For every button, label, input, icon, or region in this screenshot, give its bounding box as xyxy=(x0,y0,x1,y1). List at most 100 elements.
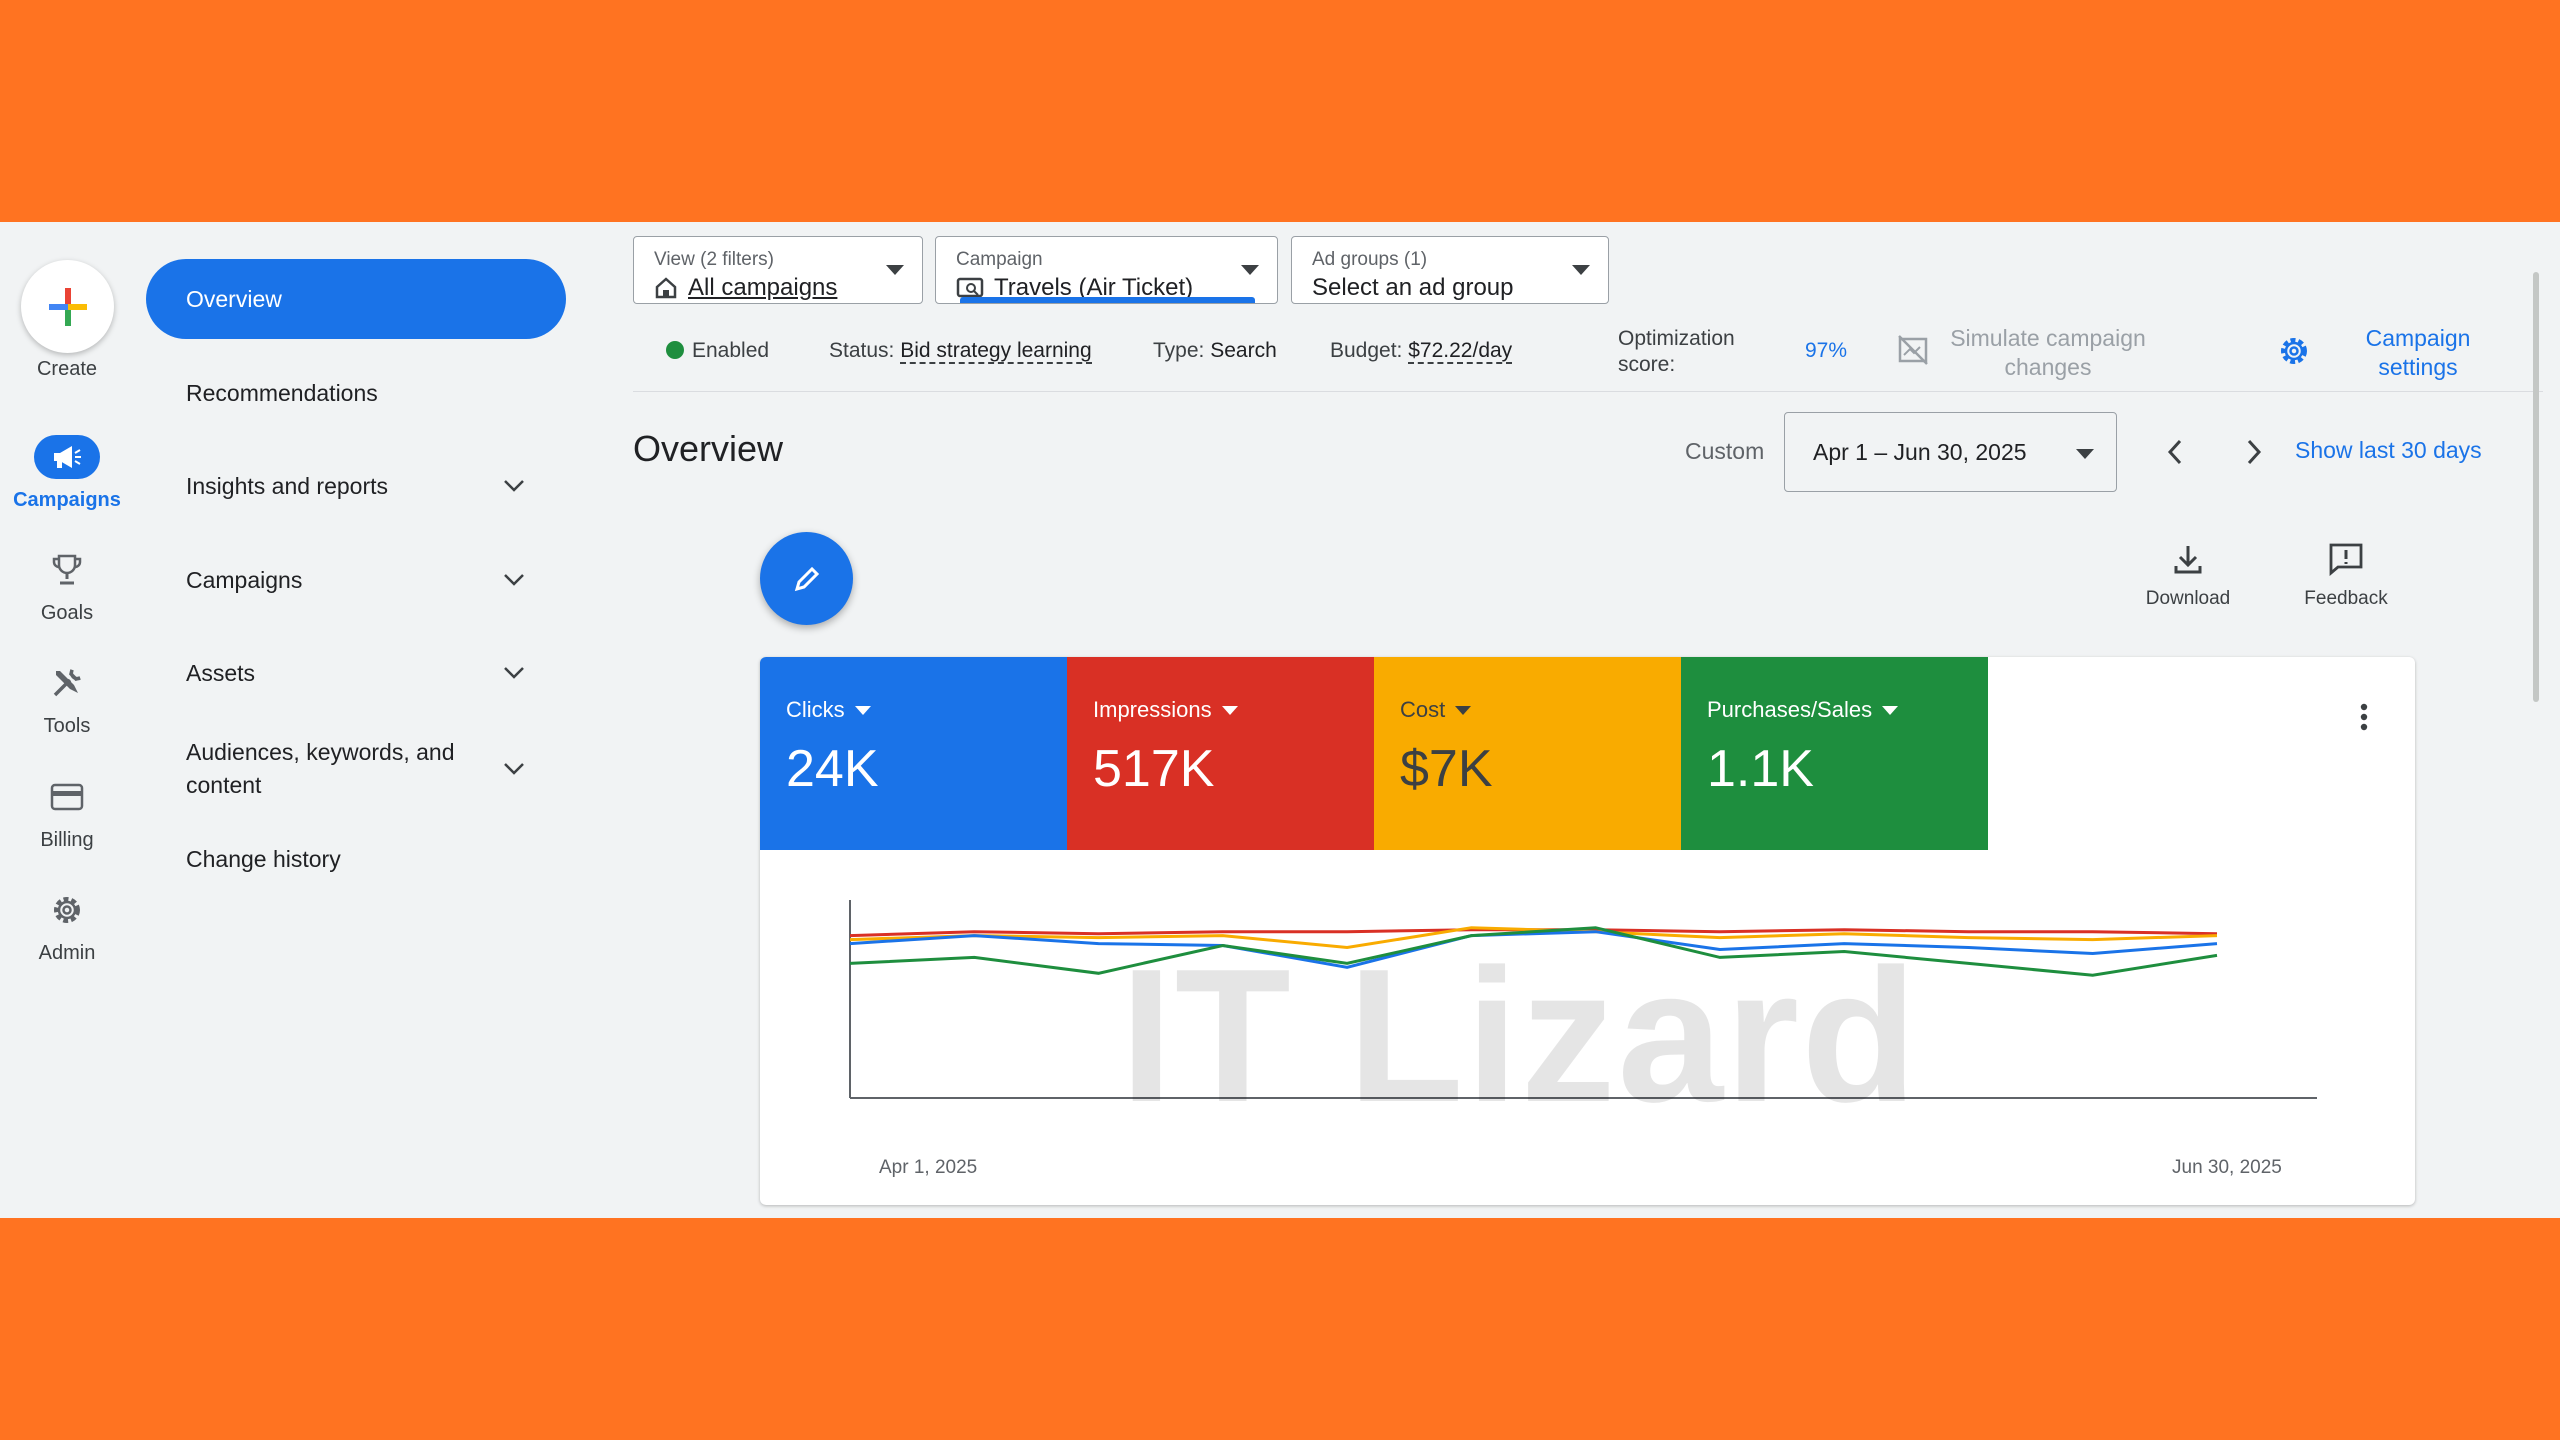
optimization-score-label: Optimization score: xyxy=(1618,327,1735,376)
campaign-active-indicator xyxy=(960,297,1255,303)
x-tick-label: Apr 1, 2025 xyxy=(879,1157,978,1178)
nav-item-label: Change history xyxy=(186,845,341,872)
metric-cost[interactable]: Cost $7K xyxy=(1374,657,1681,850)
optimization-score-value[interactable]: 97% xyxy=(1805,339,1848,362)
side-navigation: Overview Recommendations Insights and re… xyxy=(146,222,566,1218)
main-content: View (2 filters) All campaigns Campaign … xyxy=(633,222,2543,1218)
rail-item-label: Tools xyxy=(43,715,91,737)
series-line-2 xyxy=(849,930,2218,969)
campaign-value: Travels (Air Ticket) xyxy=(994,274,1194,301)
caret-down-icon xyxy=(1882,705,1899,715)
nav-item-campaigns[interactable]: Campaigns xyxy=(146,540,566,620)
simulate-disabled-icon xyxy=(1896,333,1930,373)
plus-icon xyxy=(48,287,87,326)
nav-item-label: Recommendations xyxy=(186,379,378,406)
ad-groups-caption: Ad groups (1) xyxy=(1312,249,1428,270)
rail-item-admin[interactable]: Admin xyxy=(0,888,134,988)
rail-item-label: Billing xyxy=(40,829,94,851)
enabled-status: Enabled xyxy=(666,339,769,363)
page-title: Overview xyxy=(633,428,784,469)
create-label: Create xyxy=(36,358,98,380)
download-button[interactable]: Download xyxy=(2128,542,2248,610)
scrollbar[interactable] xyxy=(2533,272,2539,702)
caret-down-icon xyxy=(886,265,904,275)
chevron-down-icon xyxy=(504,480,524,492)
caret-down-icon xyxy=(854,705,871,715)
chevron-down-icon xyxy=(504,763,524,775)
nav-item-overview[interactable]: Overview xyxy=(146,259,566,339)
status-info: Status: Bid strategy learning xyxy=(829,339,1092,364)
tools-icon xyxy=(53,669,81,697)
rail-item-label: Goals xyxy=(40,602,94,624)
budget-info: Budget: $72.22/day xyxy=(1330,339,1513,364)
line-chart xyxy=(849,900,2317,1099)
simulate-campaign-changes-button[interactable]: Simulate campaign changes xyxy=(1950,325,2146,380)
view-filter-select[interactable]: View (2 filters) All campaigns xyxy=(633,236,923,304)
nav-item-label: Campaigns xyxy=(186,566,303,593)
search-campaign-icon xyxy=(956,277,984,298)
date-custom-label: Custom xyxy=(1685,438,1765,464)
caret-down-icon xyxy=(1455,705,1472,715)
metric-value: 24K xyxy=(786,740,879,798)
rail-item-campaigns[interactable]: Campaigns xyxy=(0,435,134,535)
rail-item-billing[interactable]: Billing xyxy=(0,775,134,875)
campaign-settings-gear-icon[interactable] xyxy=(2278,335,2310,373)
trophy-icon xyxy=(52,554,82,585)
nav-item-recommendations[interactable]: Recommendations xyxy=(146,353,566,433)
app-window: Create Campaigns Goals xyxy=(0,222,2560,1218)
left-rail: Create Campaigns Goals xyxy=(0,222,134,1218)
view-filter-value: All campaigns xyxy=(688,274,838,301)
show-last-30-days-link[interactable]: Show last 30 days xyxy=(2295,437,2482,463)
create-button[interactable] xyxy=(21,260,114,353)
download-icon xyxy=(2174,546,2202,574)
metric-value: 1.1K xyxy=(1707,740,1814,798)
budget-value[interactable]: $72.22/day xyxy=(1408,339,1513,364)
feedback-button[interactable]: Feedback xyxy=(2286,542,2406,610)
edit-chart-button[interactable] xyxy=(760,532,853,625)
nav-item-audiences-keywords-content[interactable]: Audiences, keywords, and content xyxy=(146,726,566,812)
chevron-left-icon xyxy=(2167,439,2182,465)
nav-item-assets[interactable]: Assets xyxy=(146,633,566,713)
more-options-icon[interactable] xyxy=(2359,702,2369,737)
ad-groups-value: Select an ad group xyxy=(1312,274,1514,301)
nav-item-insights-and-reports[interactable]: Insights and reports xyxy=(146,446,566,526)
rail-item-label: Campaigns xyxy=(13,489,121,511)
metric-clicks[interactable]: Clicks 24K xyxy=(760,657,1067,850)
status-label: Status: xyxy=(829,339,895,362)
series-line-3 xyxy=(849,926,2218,977)
date-range-picker[interactable]: Apr 1 – Jun 30, 2025 xyxy=(1784,412,2117,492)
date-range-value: Apr 1 – Jun 30, 2025 xyxy=(1813,438,2027,465)
next-period-button[interactable] xyxy=(2234,432,2274,472)
megaphone-icon xyxy=(54,446,81,468)
metric-label: Cost xyxy=(1400,697,1446,722)
campaign-select[interactable]: Campaign Travels (Air Ticket) xyxy=(935,236,1278,304)
rail-item-tools[interactable]: Tools xyxy=(0,661,134,761)
status-value[interactable]: Bid strategy learning xyxy=(900,339,1092,364)
campaign-status-bar: Enabled Status: Bid strategy learning Ty… xyxy=(633,322,2543,392)
feedback-icon xyxy=(2329,543,2363,577)
budget-label: Budget: xyxy=(1330,339,1403,362)
metric-label: Purchases/Sales xyxy=(1707,697,1873,722)
rail-item-goals[interactable]: Goals xyxy=(0,548,134,648)
type-info: Type: Search xyxy=(1153,339,1277,363)
nav-item-label: Audiences, keywords, and content xyxy=(186,739,455,798)
caret-down-icon xyxy=(1221,705,1238,715)
ad-groups-select[interactable]: Ad groups (1) Select an ad group xyxy=(1291,236,1609,304)
metric-label: Clicks xyxy=(786,697,845,722)
pencil-icon xyxy=(794,566,819,591)
caret-down-icon xyxy=(1241,265,1259,275)
previous-period-button[interactable] xyxy=(2155,432,2195,472)
caret-down-icon xyxy=(2076,449,2094,459)
metric-impressions[interactable]: Impressions 517K xyxy=(1067,657,1374,850)
nav-item-change-history[interactable]: Change history xyxy=(146,819,566,899)
rail-item-label: Admin xyxy=(38,942,96,964)
metric-purchases-sales[interactable]: Purchases/Sales 1.1K xyxy=(1681,657,1988,850)
metric-value: $7K xyxy=(1400,740,1493,798)
credit-card-icon xyxy=(50,783,84,811)
chevron-down-icon xyxy=(504,574,524,586)
campaign-caption: Campaign xyxy=(956,249,1043,270)
metric-value: 517K xyxy=(1093,740,1215,798)
campaign-settings-button[interactable]: Campaign settings xyxy=(2365,325,2471,380)
feedback-label: Feedback xyxy=(2304,588,2388,609)
chevron-down-icon xyxy=(504,667,524,679)
